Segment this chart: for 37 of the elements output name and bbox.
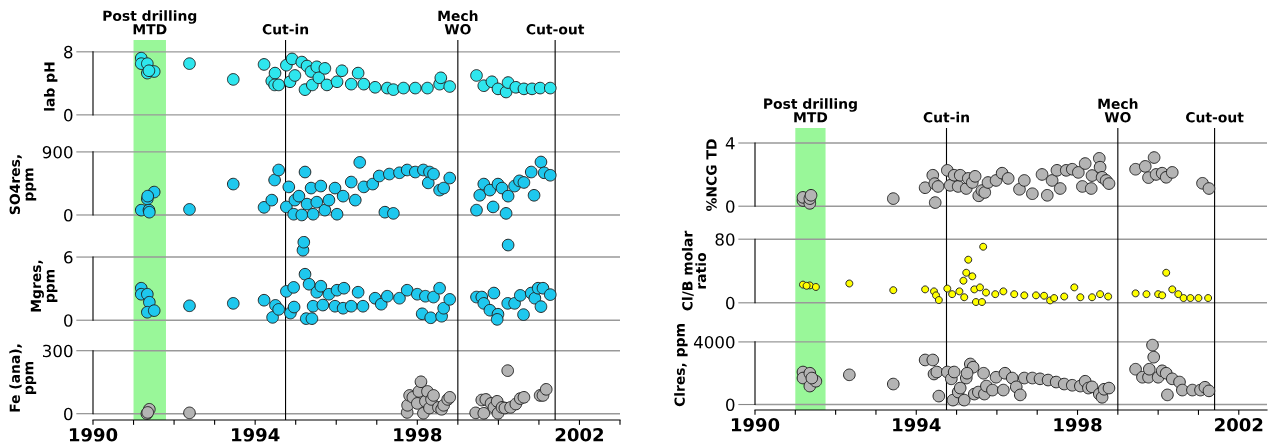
y-tick-label: 4 [725,137,735,150]
y-axis-title: Cl/B molar ratio [681,230,707,311]
y-axis-title: Clres, ppm [674,324,688,407]
y-tick-label: 0 [726,296,735,310]
x-tick-label: 1998 [1054,417,1102,432]
ref-line-label: Cut-out [1186,111,1244,123]
y-tick-label: 0 [64,108,73,122]
ref-line-label: Mech WO [438,10,478,35]
y-tick-label: 0 [64,314,73,327]
x-tick-label: 2002 [1215,417,1263,432]
x-tick-label: 1990 [69,427,118,442]
x-tick-label: 1994 [893,417,941,432]
y-axis-title: lab pH [43,62,58,111]
y-axis-title: %NCG TD [706,139,717,212]
y-tick-label: 0 [64,407,73,421]
x-tick-label: 1998 [394,427,442,442]
y-axis-title: Mgres, ppm [30,260,58,312]
x-tick-label: 1990 [731,417,780,432]
ref-line-label: Cut-out [526,24,585,35]
x-tick-label: 2002 [555,427,604,442]
y-tick-label: 6 [64,251,73,264]
ref-line-label: Mech WO [1098,98,1138,123]
x-tick-label: 1994 [232,427,280,442]
y-tick-label: 80 [715,233,735,246]
y-tick-label: 300 [43,344,73,358]
ref-line-label: Cut-in [923,111,969,123]
ref-line-label: Cut-in [262,23,309,35]
band-label: Post drilling MTD [103,10,197,35]
y-tick-label: 0 [726,398,735,412]
y-tick-label: 900 [42,145,73,159]
band-label: Post drilling MTD [764,98,857,123]
y-tick-label: 4000 [693,335,735,349]
y-tick-label: 8 [64,45,73,59]
y-axis-title: SO4res, ppm [9,155,37,215]
y-tick-label: 0 [64,208,73,222]
y-axis-title: Fe (ana), ppm [9,344,37,412]
y-tick-label: 0 [726,200,735,213]
